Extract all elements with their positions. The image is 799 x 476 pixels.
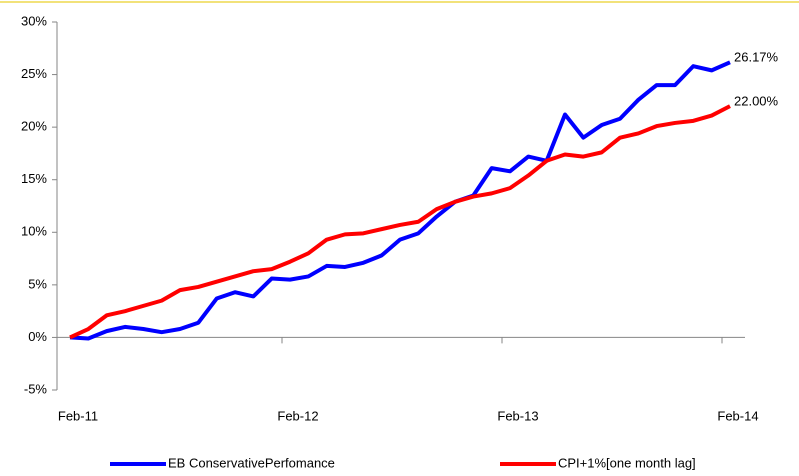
y-tick-label: -5%	[24, 381, 48, 396]
value-label: 22.00%	[734, 94, 779, 109]
y-tick-label: 25%	[21, 66, 47, 81]
value-label: 26.17%	[734, 50, 779, 65]
y-tick-label: 0%	[28, 329, 47, 344]
series-line	[69, 60, 731, 341]
x-tick-label: Feb-11	[58, 408, 98, 423]
x-tick-label: Feb-12	[277, 408, 318, 423]
y-tick-label: 10%	[21, 224, 47, 239]
y-tick-label: 20%	[21, 119, 47, 134]
series-line	[69, 104, 731, 340]
legend-label: CPI+1%[one month lag]	[558, 455, 696, 470]
y-tick-label: 30%	[21, 13, 47, 28]
legend-label: EB ConservativePerfomance	[168, 455, 335, 470]
x-tick-label: Feb-14	[717, 408, 758, 423]
y-tick-label: 15%	[21, 171, 47, 186]
x-tick-label: Feb-13	[497, 408, 538, 423]
y-tick-label: 5%	[28, 276, 47, 291]
